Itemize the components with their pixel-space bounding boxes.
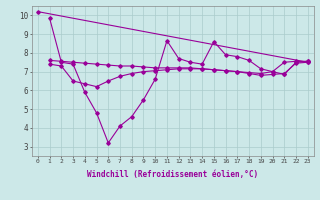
- X-axis label: Windchill (Refroidissement éolien,°C): Windchill (Refroidissement éolien,°C): [87, 170, 258, 179]
